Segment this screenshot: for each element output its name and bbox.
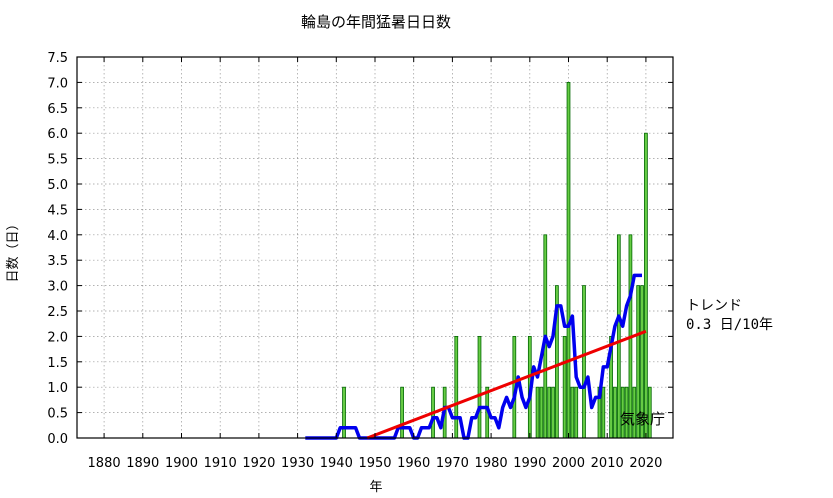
x-tick-label: 1980: [475, 456, 508, 471]
y-tick-label: 3.0: [47, 280, 68, 295]
trend-value: 0.3 日/10年: [686, 317, 773, 333]
bar: [570, 386, 575, 439]
trend-line: [366, 329, 647, 440]
bar: [644, 132, 648, 439]
x-tick-label: 1900: [165, 456, 198, 471]
y-tick-label: 6.0: [47, 127, 68, 142]
y-tick-label: 5.5: [47, 153, 68, 168]
y-tick-label: 5.0: [47, 178, 68, 193]
x-tick-label: 1880: [88, 456, 121, 471]
x-tick-label: 2020: [629, 456, 662, 471]
x-tick-label: 2000: [552, 456, 585, 471]
bar: [613, 386, 617, 439]
y-tick-label: 2.5: [47, 305, 68, 320]
x-tick-label: 1920: [242, 456, 275, 471]
y-tick-label: 1.5: [47, 356, 68, 371]
x-tick-label: 1890: [126, 456, 159, 471]
y-tick-label: 1.0: [47, 381, 68, 396]
y-tick-label: 3.5: [47, 254, 68, 269]
credit-label: 気象庁: [620, 410, 665, 428]
x-tick-label: 1990: [513, 456, 546, 471]
y-tick-label: 7.5: [47, 51, 68, 66]
y-tick-label: 4.5: [47, 203, 68, 218]
bar: [566, 82, 571, 439]
y-axis-label: 日数（日）: [6, 217, 21, 282]
bar-series: [342, 82, 652, 439]
x-axis-label: 年: [369, 480, 382, 495]
bar: [539, 386, 544, 439]
y-axis: 0.0 0.5 1.0 1.5 2.0 2.5 3.0 3.5 4.0 4.5 5.0 5.5 6.0 6…: [47, 51, 673, 447]
moving-average-line: [305, 273, 642, 440]
x-tick-label: 1960: [397, 456, 430, 471]
x-tick-label: 1950: [358, 456, 391, 471]
x-tick-label: 1910: [204, 456, 237, 471]
bar: [454, 335, 459, 439]
bar: [551, 386, 555, 439]
bar: [342, 386, 346, 439]
chart-title: 輪島の年間猛暑日日数: [301, 13, 451, 31]
bar: [562, 335, 567, 439]
trend-label: トレンド: [686, 298, 742, 314]
x-axis: 1880 1890 1900 1910 1920 1930 1940 1950 1960 1970…: [88, 57, 662, 471]
x-tick-label: 1970: [436, 456, 469, 471]
y-tick-label: 2.0: [47, 330, 68, 345]
bar: [535, 386, 540, 439]
y-tick-label: 6.5: [47, 102, 68, 117]
bar: [616, 234, 621, 439]
y-tick-label: 7.0: [47, 76, 68, 91]
bar: [601, 386, 606, 439]
bar: [574, 386, 579, 439]
x-tick-label: 1930: [281, 456, 314, 471]
bar: [477, 335, 482, 439]
bar: [547, 386, 552, 439]
y-tick-label: 0.5: [47, 407, 68, 422]
bar: [582, 285, 586, 439]
x-tick-label: 1940: [320, 456, 353, 471]
y-tick-label: 0.0: [47, 432, 68, 447]
x-tick-label: 2010: [591, 456, 624, 471]
y-tick-label: 4.0: [47, 229, 68, 244]
bar: [400, 386, 404, 439]
